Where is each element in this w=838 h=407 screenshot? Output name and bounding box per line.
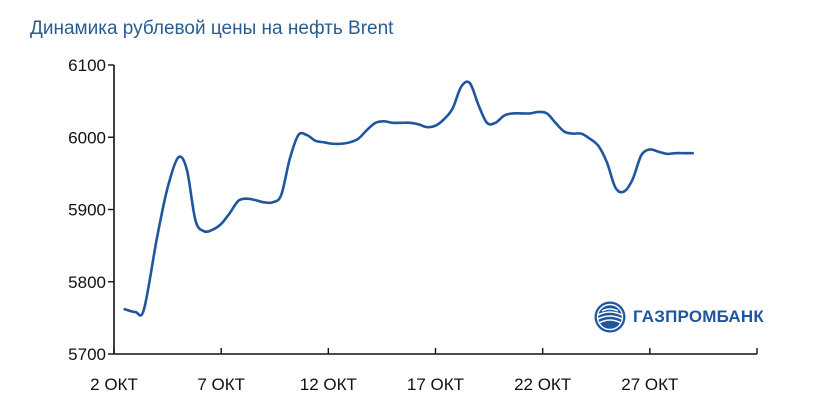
y-tick-label: 5700 (68, 345, 106, 364)
y-tick-label: 5900 (68, 201, 106, 220)
logo-text: ГАЗПРОМБАНК (633, 307, 764, 326)
x-tick-label: 12 ОКТ (300, 375, 357, 394)
chart-title: Динамика рублевой цены на нефть Brent (30, 18, 394, 39)
x-tick-label: 2 ОКТ (90, 375, 138, 394)
series-group (123, 80, 694, 317)
series-line-0 (123, 80, 694, 317)
x-tick-label: 22 ОКТ (514, 375, 571, 394)
x-tick-label: 27 ОКТ (621, 375, 678, 394)
x-tick-label: 17 ОКТ (407, 375, 464, 394)
y-tick-label: 5800 (68, 273, 106, 292)
y-tick-label: 6100 (68, 56, 106, 75)
gazprombank-logo: ГАЗПРОМБАНК (593, 300, 764, 334)
x-tick-label: 7 ОКТ (197, 375, 245, 394)
y-tick-label: 6000 (68, 128, 106, 147)
x-axis: 2 ОКТ 7 ОКТ 12 ОКТ 17 ОКТ 22 ОКТ 27 ОКТ (90, 348, 758, 394)
gazprombank-emblem-icon (594, 301, 626, 333)
y-axis: 5700 5800 5900 6000 6100 (68, 56, 115, 364)
